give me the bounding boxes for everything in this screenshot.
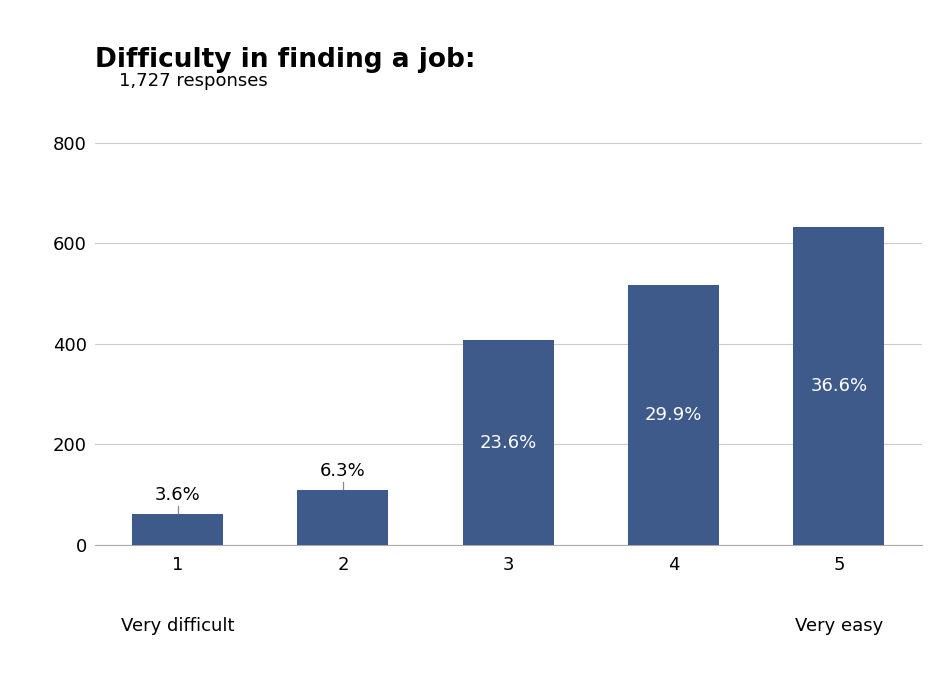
Text: 29.9%: 29.9% bbox=[645, 406, 702, 424]
Text: Difficulty in finding a job:: Difficulty in finding a job: bbox=[95, 47, 476, 73]
Text: Very difficult: Very difficult bbox=[121, 617, 235, 635]
Bar bbox=[132, 513, 223, 545]
Text: 6.3%: 6.3% bbox=[320, 462, 366, 480]
Bar bbox=[463, 340, 554, 545]
Text: 3.6%: 3.6% bbox=[155, 486, 200, 503]
Bar bbox=[628, 285, 719, 545]
Bar bbox=[793, 227, 884, 545]
Text: 1,727 responses: 1,727 responses bbox=[119, 72, 268, 89]
Text: 23.6%: 23.6% bbox=[480, 434, 537, 452]
Text: 36.6%: 36.6% bbox=[810, 377, 867, 395]
Bar bbox=[297, 490, 389, 545]
Text: Very easy: Very easy bbox=[795, 617, 883, 635]
